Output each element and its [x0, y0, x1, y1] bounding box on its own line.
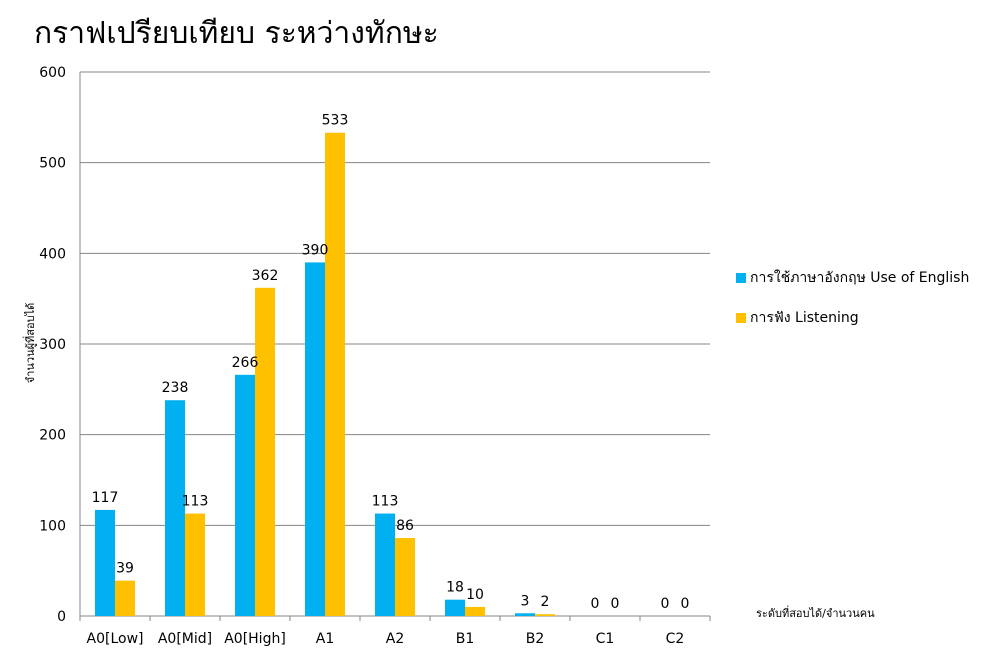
bar-series-2 — [395, 538, 415, 616]
data-label: 10 — [466, 587, 484, 603]
legend: การใช้ภาษาอังกฤษ Use of English การฟัง Li… — [736, 268, 969, 348]
x-tick-label: A0[High] — [224, 631, 286, 647]
chart-title: กราฟเปรียบเทียบ ระหว่างทักษะ — [34, 16, 439, 51]
bars — [95, 132, 555, 616]
y-tick-label: 100 — [39, 518, 66, 534]
x-tick-label: A0[Mid] — [158, 631, 212, 647]
data-label: 390 — [302, 242, 329, 258]
y-axis-title: จำนวนผู้ที่สอบได้ — [22, 303, 37, 384]
x-tick-label: C2 — [666, 631, 685, 647]
y-tick-label: 0 — [57, 609, 66, 625]
data-label: 18 — [446, 580, 464, 596]
bar-series-2 — [185, 513, 205, 616]
legend-label: การใช้ภาษาอังกฤษ Use of English — [750, 270, 970, 286]
x-tick-label: C1 — [596, 631, 615, 647]
bar-series-1 — [515, 613, 535, 616]
bar-series-1 — [375, 513, 395, 616]
legend-swatch — [736, 313, 746, 323]
legend-swatch — [736, 273, 746, 283]
x-tick-label: B1 — [456, 631, 475, 647]
bar-series-1 — [95, 509, 115, 616]
bar-series-1 — [165, 400, 185, 616]
data-label: 86 — [396, 518, 414, 534]
y-tick-label: 200 — [39, 428, 66, 444]
y-tick-label: 500 — [39, 156, 66, 172]
x-tick-label: A1 — [316, 631, 334, 647]
x-tick-label: A2 — [386, 631, 404, 647]
data-label: 117 — [92, 490, 119, 506]
x-tick-label: B2 — [526, 631, 545, 647]
x-axis-title: ระดับที่สอบได้/จำนวนคน — [756, 607, 875, 620]
y-tick-label: 400 — [39, 246, 66, 262]
data-label: 3 — [521, 593, 530, 609]
data-label: 266 — [232, 355, 259, 371]
legend-item: การใช้ภาษาอังกฤษ Use of English — [736, 268, 969, 288]
data-label: 39 — [116, 561, 134, 577]
data-label: 0 — [661, 596, 670, 612]
bar-series-1 — [235, 374, 255, 616]
bar-series-1 — [305, 262, 325, 616]
bar-series-2 — [255, 287, 275, 616]
bar-series-2 — [535, 614, 555, 616]
bar-series-1 — [445, 599, 465, 616]
data-label: 2 — [541, 594, 550, 610]
bar-series-2 — [325, 132, 345, 616]
data-label: 0 — [681, 596, 690, 612]
bar-series-2 — [465, 606, 485, 616]
y-tick-label: 600 — [39, 65, 66, 81]
data-label: 362 — [252, 268, 279, 284]
x-tick-label: A0[Low] — [87, 631, 144, 647]
data-label: 533 — [322, 113, 349, 129]
y-tick-label: 300 — [39, 337, 66, 353]
data-label: 238 — [162, 380, 189, 396]
bar-series-2 — [115, 580, 135, 616]
data-label: 0 — [611, 596, 620, 612]
data-label: 113 — [372, 494, 399, 510]
legend-item: การฟัง Listening — [736, 308, 969, 328]
data-label: 0 — [591, 596, 600, 612]
data-label: 113 — [182, 494, 209, 510]
legend-label: การฟัง Listening — [750, 310, 859, 326]
